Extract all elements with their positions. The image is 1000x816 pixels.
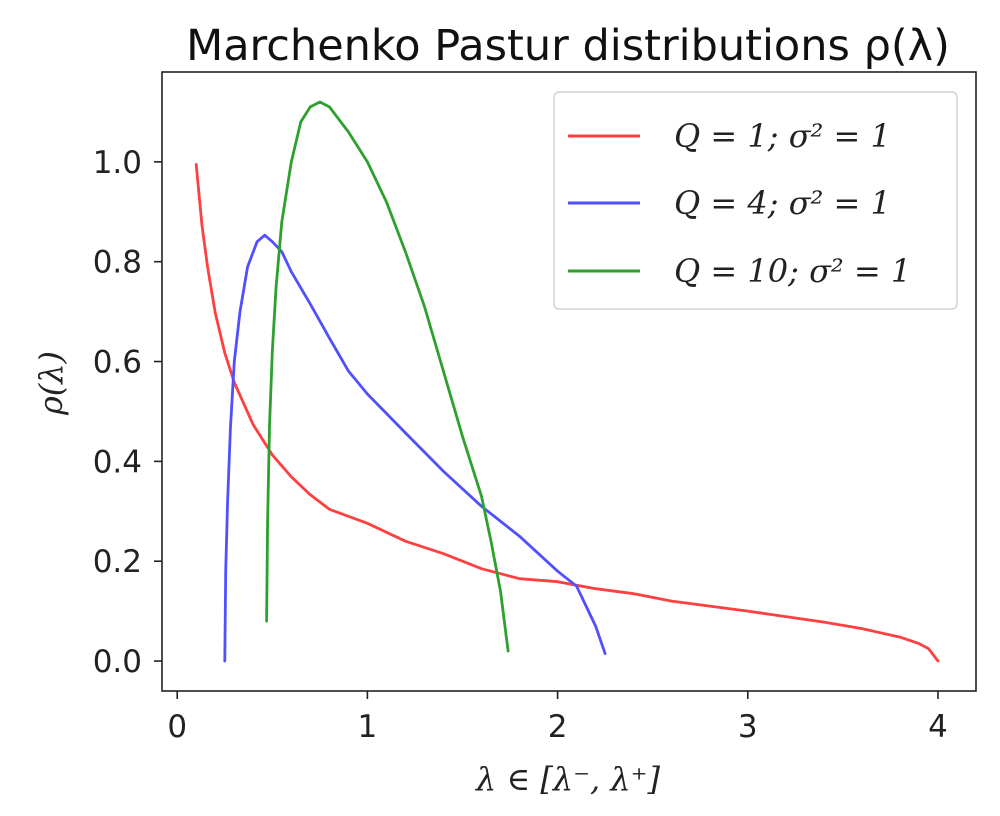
chart-title: Marchenko Pastur distributions ρ(λ) xyxy=(186,21,950,71)
x-tick-label: 1 xyxy=(358,709,378,745)
y-axis-label: ρ(λ) xyxy=(32,351,70,416)
series-line-0 xyxy=(194,163,940,663)
plot-area-frame xyxy=(161,71,977,692)
y-tick-label: 0.2 xyxy=(93,544,142,580)
y-tick-label: 1.0 xyxy=(93,145,142,181)
x-tick-label: 2 xyxy=(548,709,568,745)
legend-box xyxy=(553,91,958,310)
legend-label-q1: Q = 1; σ² = 1 xyxy=(674,117,891,155)
series-line-2 xyxy=(265,100,510,653)
y-tick-label: 0.4 xyxy=(93,444,142,480)
series-line-1 xyxy=(223,233,607,663)
x-axis-label: λ ∈ [λ⁻, λ⁺] xyxy=(474,760,660,798)
legend: Q = 1; σ² = 1 Q = 4; σ² = 1 Q = 10; σ² =… xyxy=(553,91,958,310)
y-tick-label: 0.6 xyxy=(93,345,142,381)
y-tick-label: 0.0 xyxy=(93,644,142,680)
x-tick-label: 4 xyxy=(928,709,948,745)
legend-label-q10: Q = 10; σ² = 1 xyxy=(674,252,911,290)
x-tick-label: 0 xyxy=(167,709,187,745)
y-tick-label: 0.8 xyxy=(93,245,142,281)
legend-label-q4: Q = 4; σ² = 1 xyxy=(674,184,891,222)
x-axis: 0 1 2 3 4 xyxy=(167,691,948,745)
x-tick-label: 3 xyxy=(738,709,758,745)
y-axis: 0.0 0.2 0.4 0.6 0.8 1.0 xyxy=(93,145,162,680)
series-curves xyxy=(194,100,940,663)
